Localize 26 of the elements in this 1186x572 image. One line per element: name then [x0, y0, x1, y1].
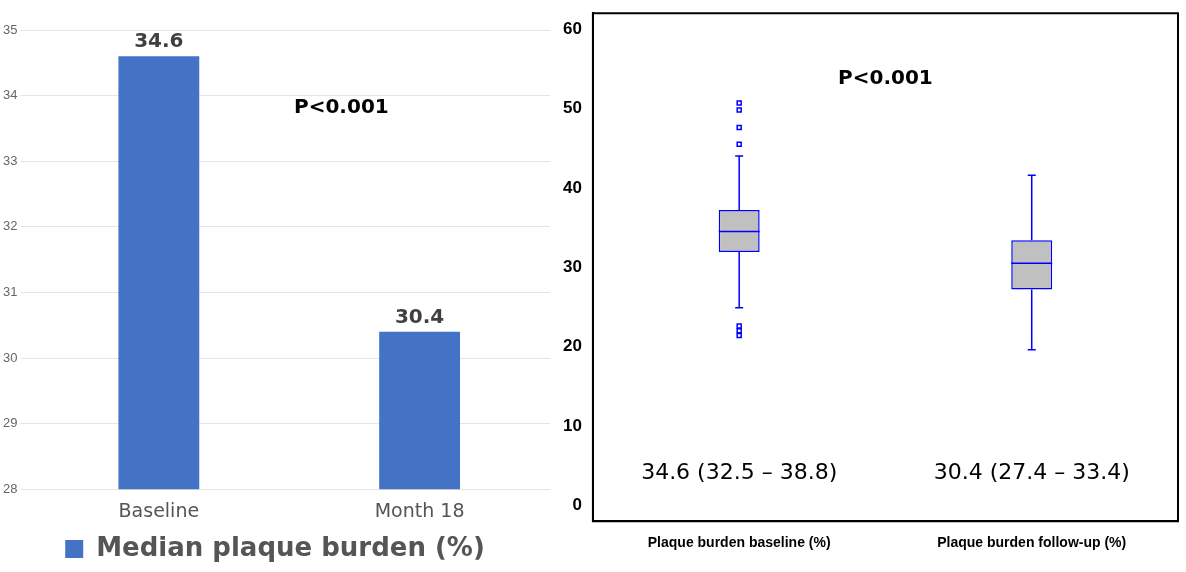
y-tick-label: 20 — [562, 336, 582, 356]
annotation: 30.4 (27.4 – 33.4) — [933, 458, 1130, 484]
y-tick-label: 31 — [2, 283, 18, 299]
data-label: 34.6 — [134, 28, 184, 53]
y-tick-label: 32 — [2, 218, 18, 234]
y-tick-label: 30 — [2, 349, 18, 365]
annotation: 34.6 (32.5 – 38.8) — [641, 458, 838, 484]
y-tick-label: 35 — [2, 21, 18, 37]
y-tick-label: 34 — [2, 87, 18, 103]
y-tick-label: 33 — [2, 152, 18, 168]
data-label: 30.4 — [394, 303, 445, 328]
x-tick-label: Plaque burden baseline (%) — [647, 534, 831, 551]
y-tick-label: 0 — [572, 495, 582, 515]
y-tick-label: 30 — [562, 256, 582, 276]
x-tick-label: Plaque burden follow-up (%) — [937, 534, 1127, 551]
x-tick-label: Baseline — [118, 498, 200, 521]
annotation: P<0.001 — [838, 65, 933, 90]
y-tick-label: 50 — [562, 98, 582, 118]
y-tick-label: 28 — [2, 480, 18, 496]
annotation: P<0.001 — [294, 94, 389, 119]
y-tick-label: 40 — [562, 177, 582, 197]
y-tick-label: 29 — [2, 415, 18, 431]
y-tick-label: 10 — [562, 415, 582, 435]
y-tick-label: 60 — [562, 18, 582, 38]
x-tick-label: Month 18 — [374, 498, 465, 521]
legend-label: Median plaque burden (%) — [96, 531, 485, 562]
